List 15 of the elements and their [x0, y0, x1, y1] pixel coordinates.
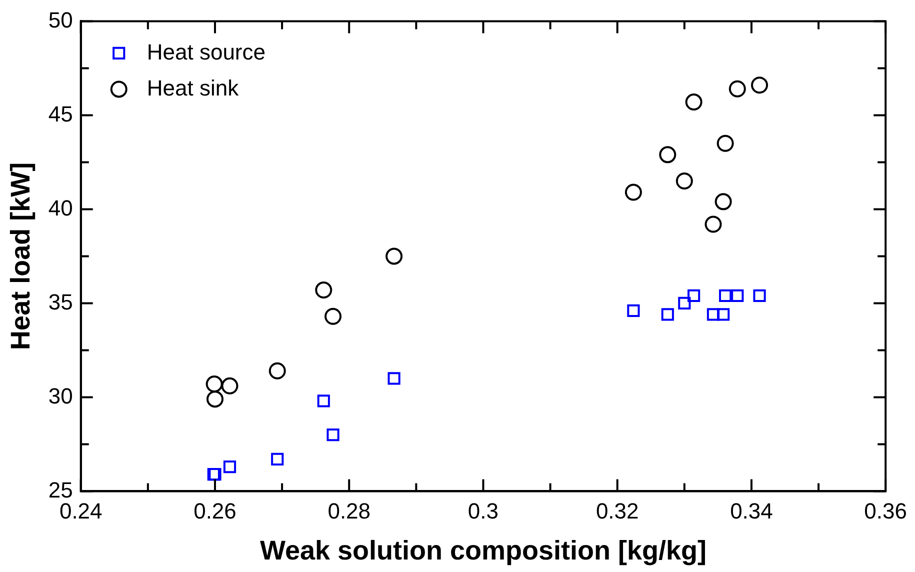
x-tick-label: 0.26	[194, 498, 236, 524]
y-tick-label: 35	[48, 289, 73, 314]
y-tick-label: 45	[48, 101, 73, 126]
y-tick-label: 50	[48, 7, 73, 32]
x-tick-label: 0.3	[468, 498, 499, 524]
x-tick-label: 0.34	[730, 498, 773, 524]
x-tick-label: 0.36	[864, 498, 908, 524]
x-tick-label: 0.32	[596, 498, 639, 524]
x-tick-label: 0.28	[328, 498, 371, 524]
x-axis-title: Weak solution composition [kg/kg]	[260, 535, 706, 566]
legend-label: Heat source	[146, 39, 266, 64]
y-tick-label: 30	[48, 383, 73, 408]
y-tick-label: 40	[48, 195, 73, 220]
y-axis-title: Heat load [kW]	[6, 162, 36, 350]
legend-label: Heat sink	[146, 75, 240, 100]
